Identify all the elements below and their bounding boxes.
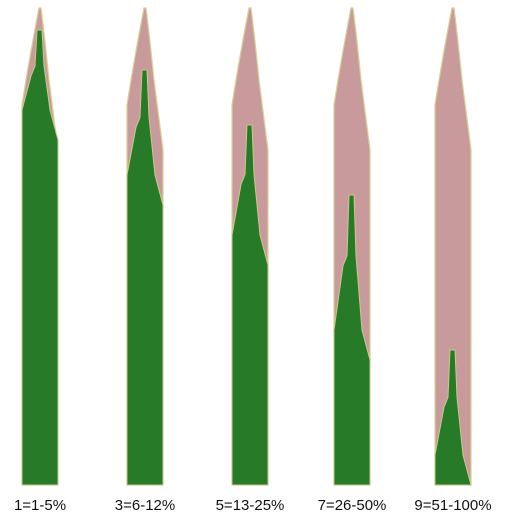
severity-label: 9=51-100% [414, 497, 491, 514]
severity-label: 3=6-12% [115, 497, 175, 514]
diseased-area [22, 30, 58, 485]
severity-label: 1=1-5% [14, 497, 66, 514]
severity-label: 5=13-25% [216, 497, 285, 514]
labels: 1=1-5% 3=6-12% 5=13-25% 7=26-50% 9=51-100% [14, 497, 492, 514]
severity-scale-diagram: 1=1-5% 3=6-12% 5=13-25% 7=26-50% 9=51-100% [0, 0, 515, 514]
severity-label: 7=26-50% [318, 497, 387, 514]
leaves [22, 8, 471, 485]
